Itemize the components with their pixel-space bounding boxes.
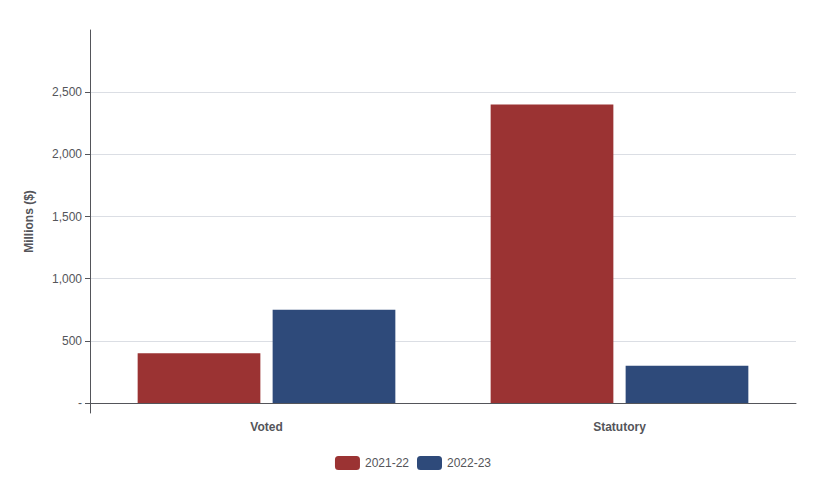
svg-text:Voted: Voted [250, 420, 282, 434]
svg-text:1,000: 1,000 [52, 272, 82, 286]
svg-text:500: 500 [62, 334, 82, 348]
svg-text:Statutory: Statutory [593, 420, 646, 434]
svg-text:2022-23: 2022-23 [447, 456, 491, 470]
svg-text:-: - [78, 396, 82, 410]
svg-text:2021-22: 2021-22 [365, 456, 409, 470]
svg-text:Millions ($): Millions ($) [22, 190, 36, 253]
svg-text:1,500: 1,500 [52, 210, 82, 224]
svg-text:2,500: 2,500 [52, 85, 82, 99]
svg-text:2,000: 2,000 [52, 147, 82, 161]
